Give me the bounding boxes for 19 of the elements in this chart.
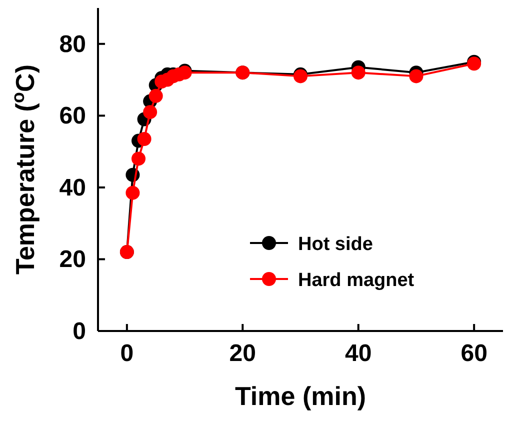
point bbox=[351, 66, 366, 80]
y-tick-label: 80 bbox=[59, 30, 86, 58]
y-tick-label: 20 bbox=[59, 246, 86, 274]
point bbox=[132, 152, 146, 166]
y-tick-label: 60 bbox=[59, 102, 86, 130]
point bbox=[143, 105, 158, 120]
point bbox=[126, 186, 140, 200]
point bbox=[137, 132, 152, 146]
point bbox=[409, 69, 424, 84]
x-tick-label: 0 bbox=[120, 340, 134, 367]
x-tick-label: 40 bbox=[345, 340, 372, 367]
x-tick-label: 20 bbox=[229, 340, 256, 367]
legend-label: Hard magnet bbox=[298, 270, 415, 291]
y-tick-label: 40 bbox=[59, 174, 86, 202]
legend-label: Hot side bbox=[298, 234, 373, 255]
x-axis-title: Time (min) bbox=[235, 381, 366, 411]
point bbox=[148, 88, 163, 103]
y-tick-label: 0 bbox=[72, 318, 86, 345]
x-tick-label: 60 bbox=[460, 340, 488, 367]
